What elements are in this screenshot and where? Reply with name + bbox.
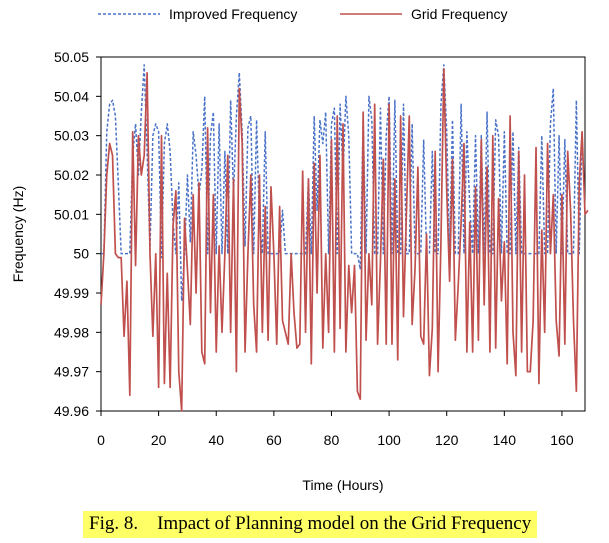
figure-caption: Fig. 8. Impact of Planning model on the … (83, 511, 538, 538)
series-line-grid-frequency (100, 67, 589, 412)
series-layer (100, 64, 589, 412)
x-tick-label: 160 (550, 432, 574, 448)
x-tick-label: 20 (151, 432, 167, 448)
x-tick-label: 60 (266, 432, 282, 448)
y-tick-label: 50.04 (54, 88, 89, 104)
y-tick-label: 50.02 (54, 167, 89, 183)
x-tick-label: 80 (324, 432, 340, 448)
legend-label-grid: Grid Frequency (411, 6, 507, 22)
x-tick-label: 120 (435, 432, 459, 448)
chart: Improved Frequency Grid Frequency 49.964… (10, 6, 589, 493)
legend: Improved Frequency Grid Frequency (98, 6, 507, 22)
x-tick-label: 100 (377, 432, 401, 448)
y-axis-label: Frequency (Hz) (10, 186, 26, 282)
y-tick-label: 49.98 (54, 324, 89, 340)
legend-label-improved: Improved Frequency (169, 6, 297, 22)
x-tick-label: 0 (97, 432, 105, 448)
x-tick-label: 140 (493, 432, 517, 448)
y-tick-label: 49.99 (54, 285, 89, 301)
x-tick-label: 40 (208, 432, 224, 448)
y-tick-label: 50.03 (54, 128, 89, 144)
tick-layer: 49.96 49.97 49.98 49.99 50 50.01 50.02 50.03 50.… (54, 49, 574, 448)
y-tick-label: 49.97 (54, 364, 89, 380)
series-line-improved-frequency (101, 64, 583, 302)
plot-area (100, 56, 586, 412)
y-tick-label: 50.01 (54, 206, 89, 222)
y-tick-label: 50.05 (54, 49, 89, 65)
y-tick-label: 50 (73, 246, 89, 262)
x-axis-label: Time (Hours) (302, 477, 383, 493)
y-tick-label: 49.96 (54, 403, 89, 419)
